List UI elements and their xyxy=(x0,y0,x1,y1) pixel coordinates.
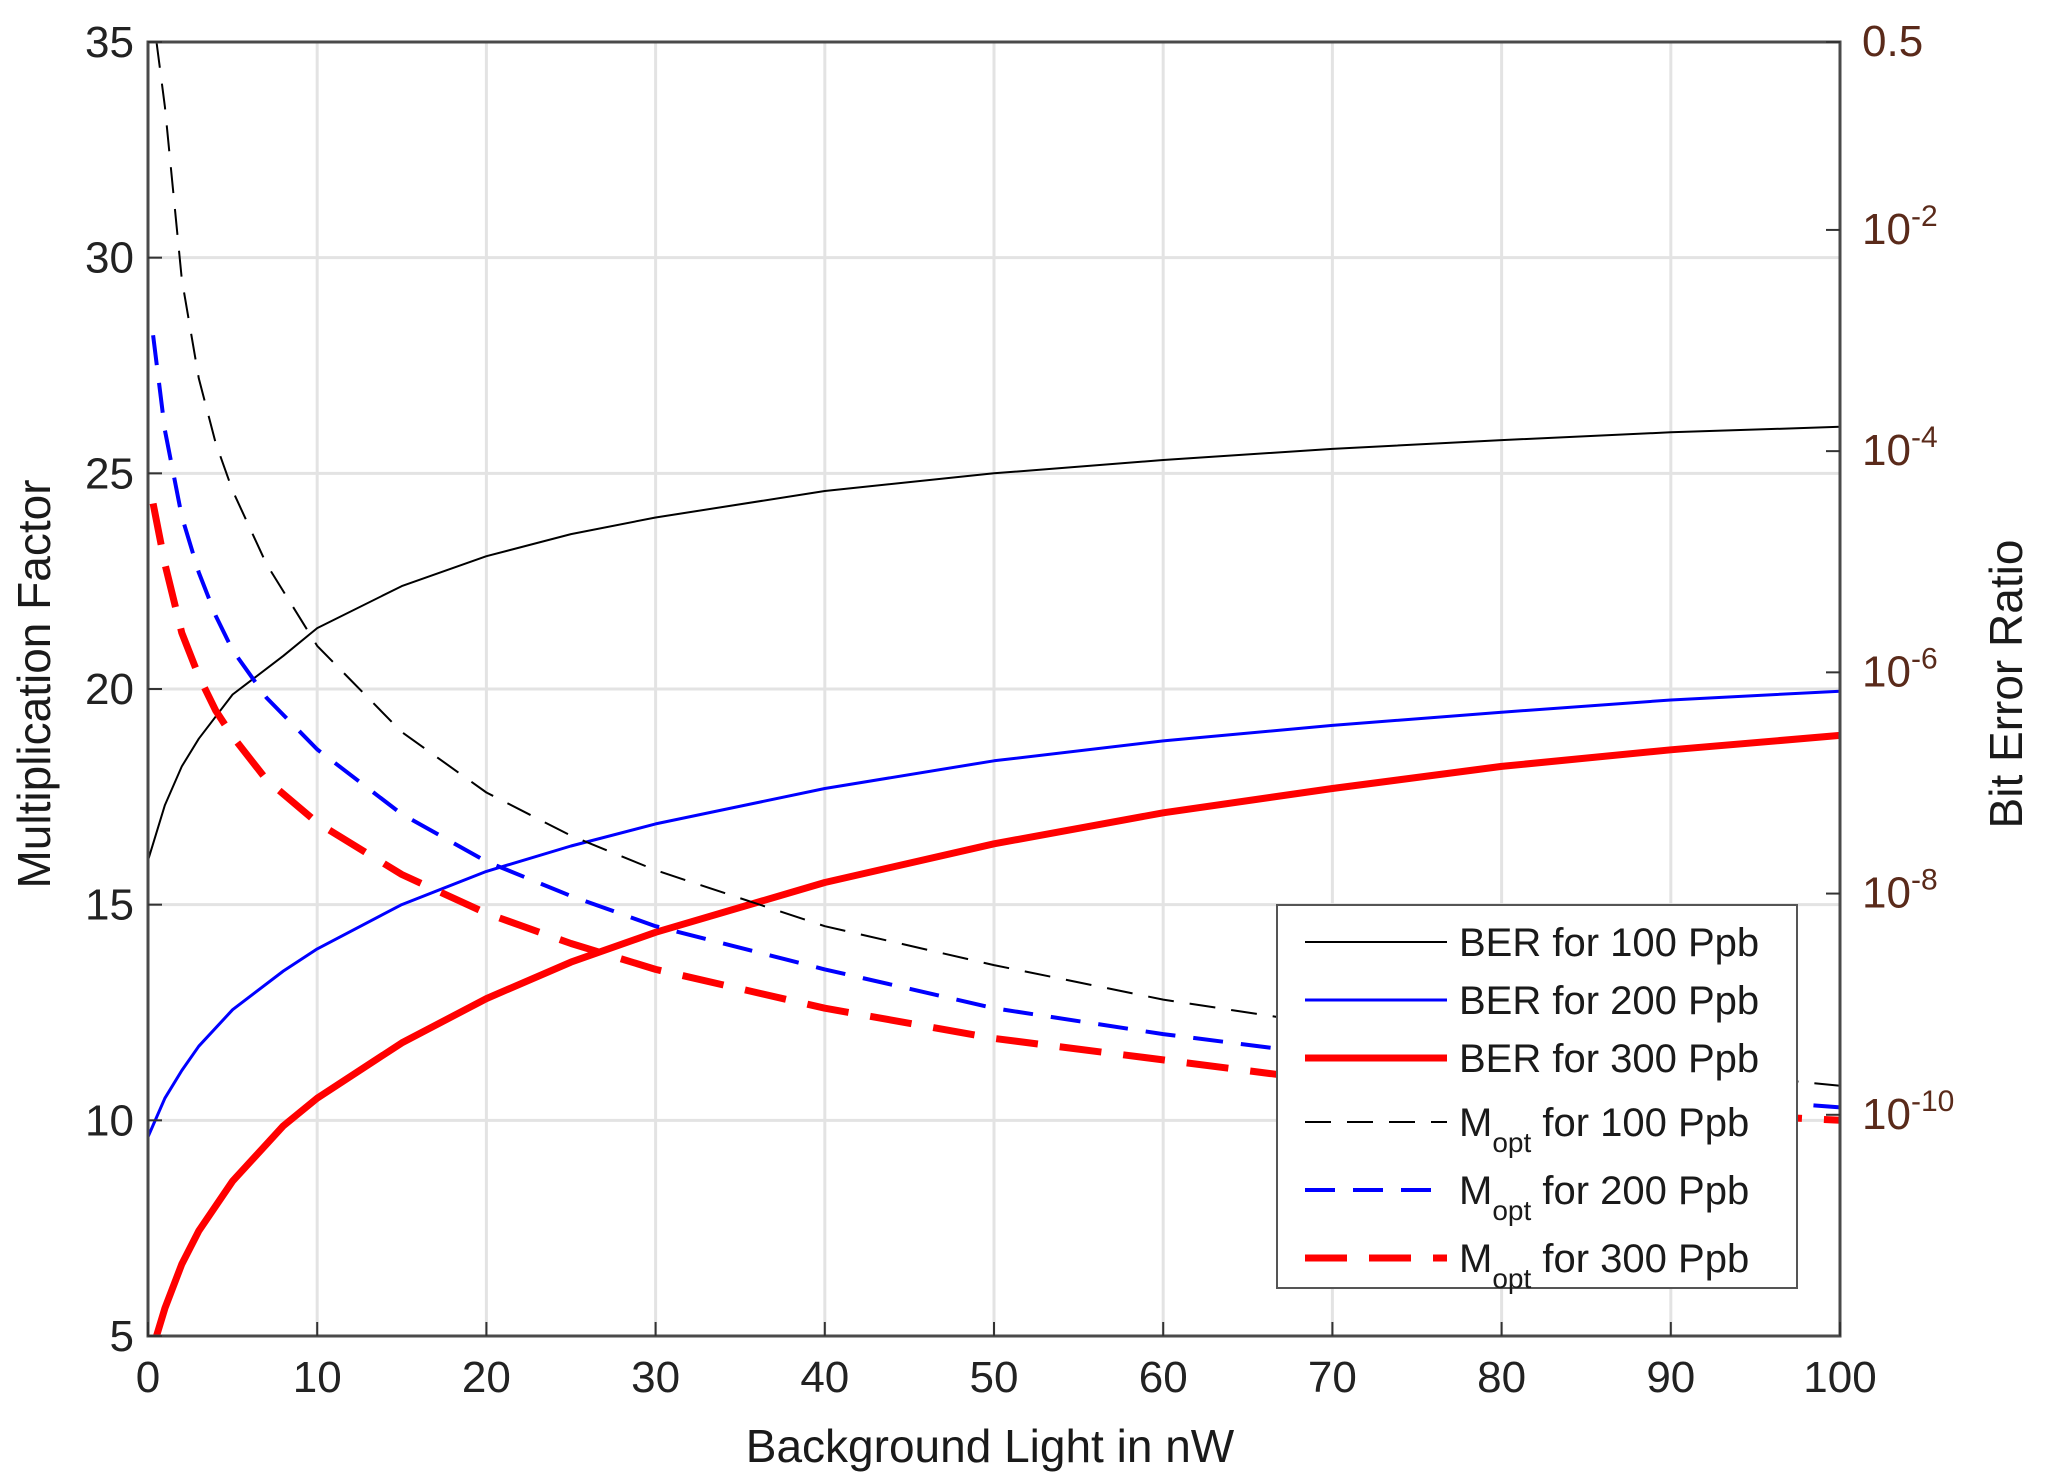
y-left-axis-ticks: 5 10 15 20 25 30 35 xyxy=(85,18,162,1361)
y-right-tick-label: 0.5 xyxy=(1862,17,1923,66)
y-left-tick-label: 5 xyxy=(110,1312,134,1361)
series-line xyxy=(153,731,1841,1338)
legend-entry-label: Mopt for 300 Ppb xyxy=(1459,1237,1749,1294)
legend-box xyxy=(1276,904,1798,1289)
x-tick-label: 10 xyxy=(293,1353,342,1402)
y-right-tick-label: 10-10 xyxy=(1862,1085,1954,1139)
y-left-tick-label: 15 xyxy=(85,881,134,930)
legend: BER for 100 Ppb BER for 200 Ppb BER for 30… xyxy=(1276,904,1798,1294)
y-left-tick-label: 20 xyxy=(85,665,134,714)
x-tick-label: 60 xyxy=(1139,1353,1188,1402)
x-axis-ticks: 0 10 20 30 40 50 60 70 80 90 100 xyxy=(136,1322,1877,1402)
y-right-tick-label: 10-2 xyxy=(1862,200,1938,254)
y-left-tick-label: 30 xyxy=(85,234,134,283)
legend-entry-label: BER for 100 Ppb xyxy=(1459,921,1759,965)
series-line xyxy=(147,425,1841,861)
y-right-tick-label: 10-8 xyxy=(1862,864,1938,918)
x-tick-label: 0 xyxy=(136,1353,160,1402)
y-left-tick-label: 10 xyxy=(85,1096,134,1145)
legend-entry-label: BER for 200 Ppb xyxy=(1459,979,1759,1023)
x-tick-label: 30 xyxy=(631,1353,680,1402)
x-tick-label: 50 xyxy=(970,1353,1019,1402)
x-tick-label: 100 xyxy=(1803,1353,1876,1402)
y-right-tick-label: 10-6 xyxy=(1862,642,1938,696)
legend-entry-label: BER for 300 Ppb xyxy=(1459,1037,1759,1081)
y-right-axis-ticks: 0.5 10-2 10-4 10-6 10-8 10-10 xyxy=(1826,17,1954,1139)
x-tick-label: 90 xyxy=(1646,1353,1695,1402)
series-line xyxy=(146,689,1841,1138)
y-right-tick-label: 10-4 xyxy=(1862,421,1938,475)
y-left-axis-label: Multiplication Factor xyxy=(8,479,60,888)
x-tick-label: 80 xyxy=(1477,1353,1526,1402)
legend-entry-label: Mopt for 200 Ppb xyxy=(1459,1169,1749,1226)
y-left-tick-label: 35 xyxy=(85,18,134,67)
x-axis-label: Background Light in nW xyxy=(746,1420,1235,1472)
series-line xyxy=(151,335,1841,1110)
legend-entry-label: Mopt for 100 Ppb xyxy=(1459,1101,1749,1158)
x-tick-label: 40 xyxy=(800,1353,849,1402)
y-right-axis-label: Bit Error Ratio xyxy=(1980,540,2032,829)
y-left-tick-label: 25 xyxy=(85,449,134,498)
x-tick-label: 70 xyxy=(1308,1353,1357,1402)
x-tick-label: 20 xyxy=(462,1353,511,1402)
